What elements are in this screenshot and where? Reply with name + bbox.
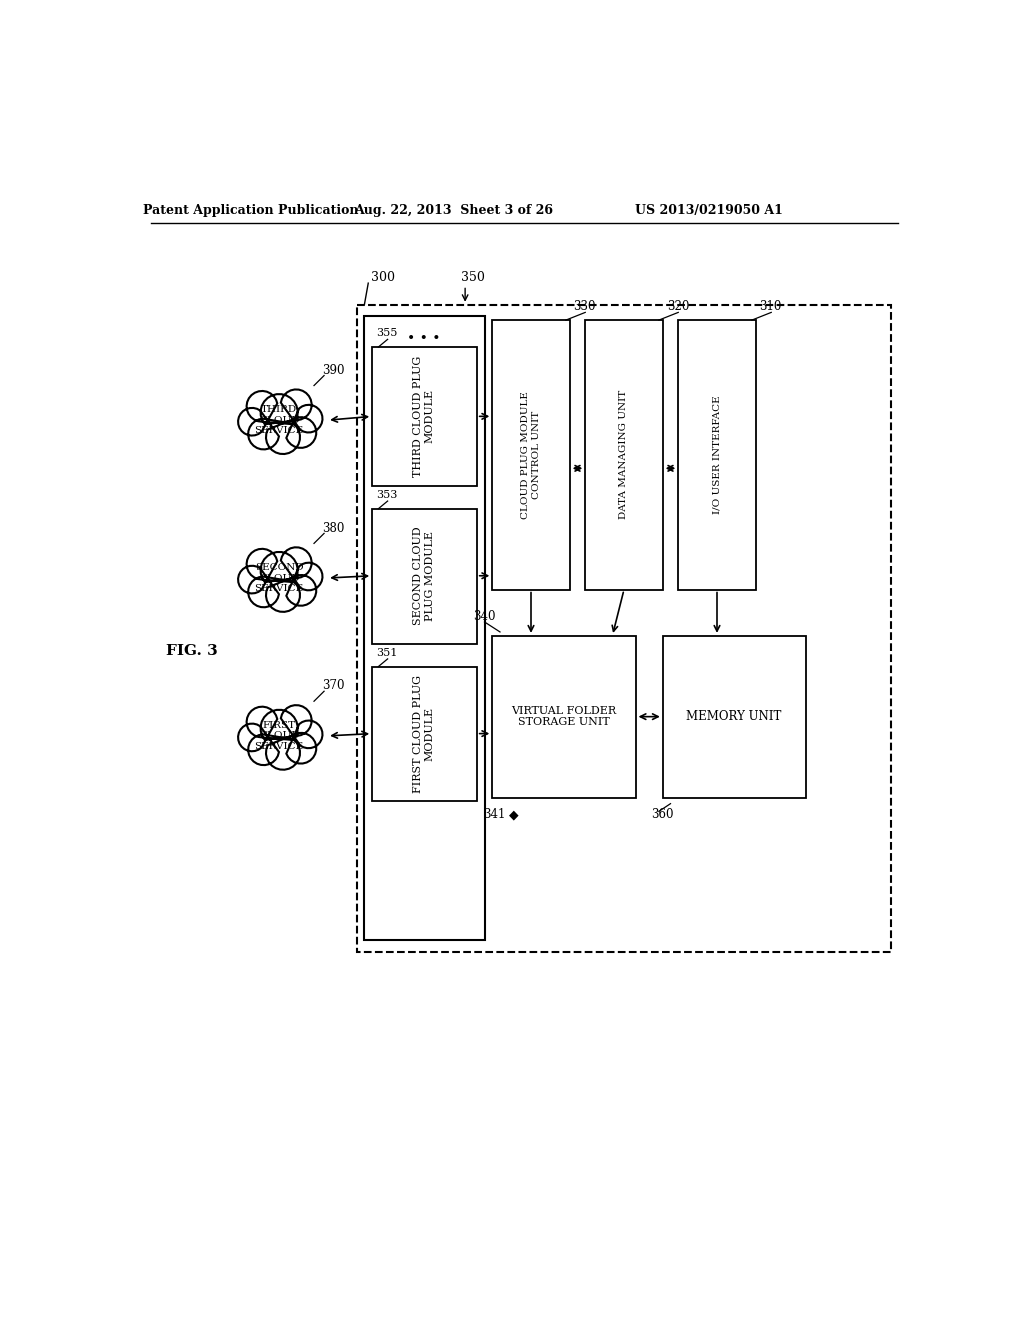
Text: 370: 370: [322, 680, 344, 693]
Bar: [493, 321, 569, 590]
Circle shape: [248, 734, 280, 766]
Circle shape: [281, 548, 311, 578]
Text: VIRTUAL FOLDER
STORAGE UNIT: VIRTUAL FOLDER STORAGE UNIT: [511, 706, 616, 727]
Text: 300: 300: [371, 271, 394, 284]
Circle shape: [238, 408, 266, 436]
Text: • • •: • • •: [408, 333, 440, 346]
Text: DATA MANAGING UNIT: DATA MANAGING UNIT: [620, 391, 629, 520]
Text: 320: 320: [667, 300, 689, 313]
Text: Aug. 22, 2013  Sheet 3 of 26: Aug. 22, 2013 Sheet 3 of 26: [354, 205, 553, 218]
Circle shape: [281, 389, 311, 420]
Text: 310: 310: [760, 300, 782, 313]
Text: 355: 355: [376, 329, 397, 338]
Bar: [356, 305, 891, 952]
Text: ◆: ◆: [509, 808, 519, 821]
Ellipse shape: [239, 550, 319, 606]
Circle shape: [266, 578, 300, 612]
Circle shape: [295, 405, 323, 433]
Circle shape: [295, 562, 323, 590]
Circle shape: [247, 391, 278, 422]
Circle shape: [247, 549, 278, 579]
Text: THIRD
CLOUD
SERVICE: THIRD CLOUD SERVICE: [255, 405, 304, 436]
Text: FIG. 3: FIG. 3: [166, 644, 217, 659]
Circle shape: [260, 393, 298, 430]
Ellipse shape: [239, 392, 319, 449]
Text: FIRST CLOUD PLUG
MODULE: FIRST CLOUD PLUG MODULE: [414, 675, 435, 792]
Text: 360: 360: [651, 808, 674, 821]
Circle shape: [295, 721, 323, 748]
Polygon shape: [239, 705, 323, 770]
Circle shape: [238, 723, 266, 751]
Polygon shape: [239, 548, 323, 612]
Circle shape: [286, 417, 316, 447]
Bar: [663, 636, 806, 797]
Polygon shape: [239, 389, 323, 454]
Text: SECOND CLOUD
PLUG MODULE: SECOND CLOUD PLUG MODULE: [414, 527, 435, 626]
Bar: [365, 317, 484, 940]
Circle shape: [248, 577, 280, 607]
Text: I/O USER INTERFACE: I/O USER INTERFACE: [713, 396, 722, 515]
Circle shape: [238, 566, 266, 594]
Text: CLOUD PLUG MODULE
CONTROL UNIT: CLOUD PLUG MODULE CONTROL UNIT: [521, 391, 541, 519]
Bar: [372, 508, 477, 644]
Text: 340: 340: [473, 610, 496, 623]
Text: 351: 351: [376, 648, 397, 657]
Text: FIRST
CLOUD
SERVICE: FIRST CLOUD SERVICE: [255, 721, 304, 751]
Text: 380: 380: [322, 521, 344, 535]
Bar: [586, 321, 663, 590]
Text: 353: 353: [376, 490, 397, 500]
Text: US 2013/0219050 A1: US 2013/0219050 A1: [635, 205, 783, 218]
Bar: [372, 347, 477, 486]
Text: THIRD CLOUD PLUG
MODULE: THIRD CLOUD PLUG MODULE: [414, 355, 435, 477]
Circle shape: [247, 706, 278, 738]
Text: 341: 341: [483, 808, 505, 821]
Circle shape: [281, 705, 311, 737]
Bar: [678, 321, 756, 590]
Text: SECOND
CLOUD
SERVICE: SECOND CLOUD SERVICE: [255, 564, 304, 593]
Text: 350: 350: [461, 271, 485, 284]
Circle shape: [266, 737, 300, 770]
Circle shape: [286, 576, 316, 606]
Text: 330: 330: [573, 300, 596, 313]
Ellipse shape: [239, 708, 319, 764]
Text: 390: 390: [322, 363, 344, 376]
Circle shape: [248, 418, 280, 449]
Bar: [493, 636, 636, 797]
Circle shape: [266, 420, 300, 454]
Circle shape: [260, 710, 298, 747]
Circle shape: [286, 733, 316, 763]
Bar: [372, 667, 477, 801]
Text: Patent Application Publication: Patent Application Publication: [142, 205, 358, 218]
Circle shape: [260, 552, 298, 589]
Text: MEMORY UNIT: MEMORY UNIT: [686, 710, 781, 723]
